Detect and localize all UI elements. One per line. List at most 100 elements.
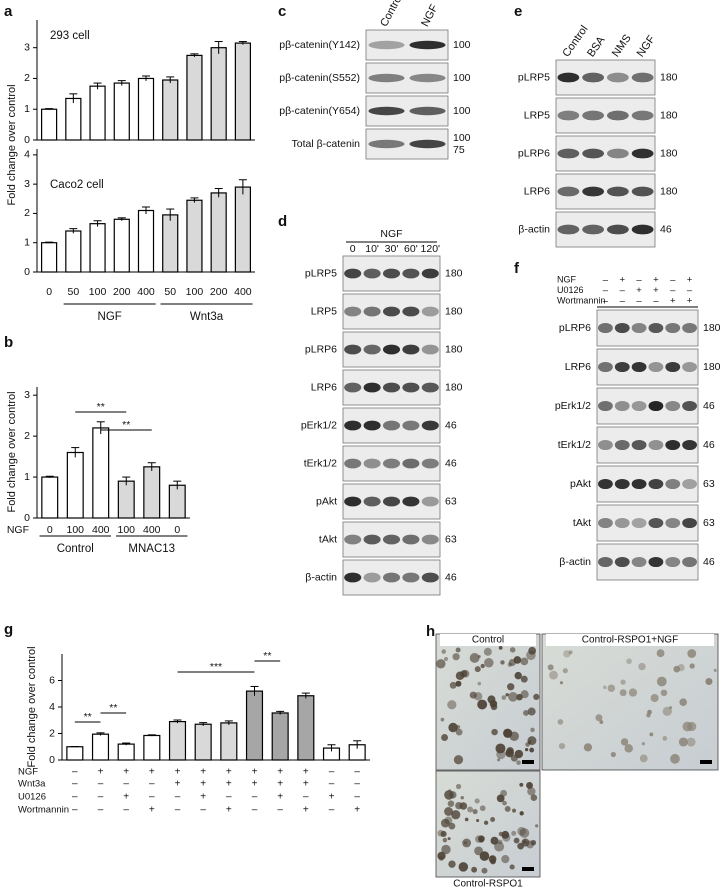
organoid bbox=[668, 706, 673, 710]
organoid bbox=[516, 760, 521, 765]
organoid bbox=[507, 662, 513, 667]
organoid bbox=[519, 828, 530, 838]
treatment-sign: + bbox=[636, 285, 642, 296]
group-label: MNAC13 bbox=[128, 543, 175, 555]
blot-band bbox=[648, 517, 664, 529]
organoid bbox=[524, 748, 529, 752]
organoid bbox=[447, 700, 457, 710]
condition-sign: + bbox=[149, 805, 155, 816]
row-label: pLRP5 bbox=[305, 267, 337, 279]
bar bbox=[113, 218, 130, 273]
treatment-name: NGF bbox=[557, 274, 577, 284]
blot-band bbox=[598, 322, 613, 334]
y-tick-label: 0 bbox=[24, 512, 30, 524]
blot-band bbox=[363, 268, 381, 279]
blot-band bbox=[344, 420, 362, 431]
blot-band bbox=[382, 458, 401, 469]
mw-marker: 180 bbox=[660, 71, 678, 83]
x-tick-label: 400 bbox=[234, 286, 252, 298]
blot-band bbox=[648, 361, 664, 373]
blot-band bbox=[606, 72, 629, 83]
blot-band bbox=[363, 420, 381, 431]
blot-band bbox=[368, 73, 405, 83]
organoid bbox=[509, 647, 516, 653]
image-label-bg bbox=[440, 634, 536, 646]
bar bbox=[65, 97, 82, 141]
row-label: LRP5 bbox=[524, 109, 550, 121]
bar bbox=[143, 734, 161, 761]
bar bbox=[220, 722, 238, 761]
organoid bbox=[494, 841, 505, 852]
organoid bbox=[619, 689, 627, 697]
lane-label: 0 bbox=[350, 243, 356, 255]
condition-sign: – bbox=[72, 779, 78, 790]
organoid bbox=[520, 690, 529, 699]
organoid bbox=[471, 866, 478, 873]
organoid bbox=[547, 664, 554, 671]
bar bbox=[117, 480, 135, 519]
organoid bbox=[437, 829, 445, 837]
row-label: pLRP6 bbox=[518, 147, 550, 159]
blot-band bbox=[682, 556, 697, 568]
treatment-sign: – bbox=[636, 275, 642, 286]
row-label: pβ-catenin(Y654) bbox=[279, 105, 360, 117]
organoid bbox=[650, 693, 659, 703]
organoid bbox=[483, 820, 489, 825]
condition-sign: – bbox=[98, 779, 104, 790]
organoid bbox=[477, 835, 485, 843]
blot-band bbox=[363, 534, 381, 545]
row-label: tErk1/2 bbox=[558, 439, 591, 451]
bar bbox=[92, 427, 110, 519]
organoid bbox=[501, 695, 507, 700]
y-tick-label: 3 bbox=[24, 178, 30, 190]
blot-band bbox=[648, 400, 664, 412]
significance-label: *** bbox=[210, 661, 222, 673]
mw-marker: 46 bbox=[703, 556, 715, 568]
blot-band bbox=[614, 400, 630, 412]
organoid bbox=[480, 663, 485, 669]
bar bbox=[245, 690, 264, 761]
blot-band bbox=[421, 268, 439, 279]
blot-band bbox=[682, 361, 697, 373]
blot-band bbox=[557, 186, 580, 197]
condition-sign: + bbox=[149, 767, 155, 778]
x-tick-label: 100 bbox=[66, 524, 84, 536]
y-tick-label: 0 bbox=[49, 754, 55, 766]
lane-label: NMS bbox=[610, 32, 634, 59]
panel-label: g bbox=[4, 621, 13, 638]
row-label: pLRP5 bbox=[518, 71, 550, 83]
bar bbox=[186, 199, 203, 273]
treatment-sign: – bbox=[670, 285, 676, 296]
organoid bbox=[679, 698, 688, 706]
organoid bbox=[436, 659, 446, 669]
blot-band bbox=[409, 73, 446, 83]
blot-band bbox=[421, 496, 439, 507]
organoid bbox=[620, 738, 629, 746]
blot-band bbox=[363, 382, 381, 393]
blot-band bbox=[682, 478, 697, 490]
lane-label: 10' bbox=[365, 243, 379, 255]
x-tick-label: 0 bbox=[174, 524, 180, 536]
mw-marker: 180 bbox=[660, 147, 678, 159]
organoid bbox=[646, 713, 651, 718]
organoid bbox=[460, 670, 468, 678]
treatment-name: Wortmannin bbox=[557, 295, 605, 305]
blot-band bbox=[382, 344, 401, 355]
condition-name: U0126 bbox=[18, 792, 46, 803]
organoid bbox=[713, 668, 717, 672]
organoid bbox=[444, 656, 448, 661]
organoid bbox=[557, 719, 564, 725]
blot-band bbox=[598, 478, 613, 490]
row-label: tErk1/2 bbox=[304, 457, 337, 469]
mw-marker: 46 bbox=[703, 400, 715, 412]
scale-bar bbox=[522, 867, 534, 871]
organoid bbox=[516, 693, 523, 701]
condition-sign: – bbox=[98, 792, 104, 803]
row-label: β-actin bbox=[559, 556, 591, 568]
organoid bbox=[503, 728, 512, 738]
blot-band bbox=[402, 268, 420, 279]
organoid bbox=[479, 851, 490, 861]
organoid bbox=[488, 855, 497, 863]
organoid bbox=[447, 837, 451, 841]
